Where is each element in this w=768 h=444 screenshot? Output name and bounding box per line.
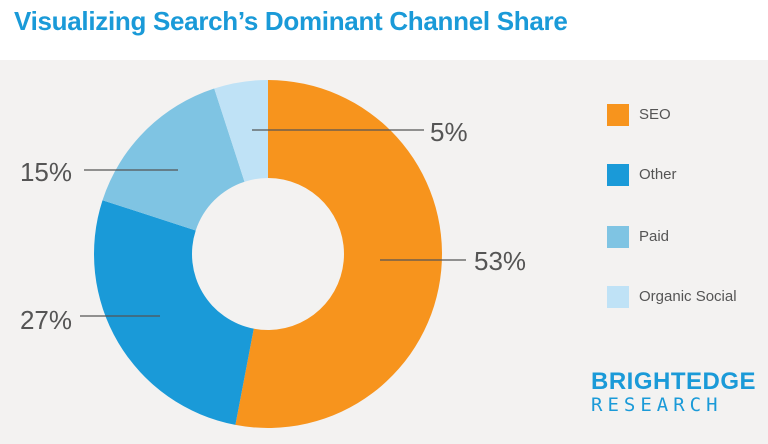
legend-item-organic-social: Organic Social (607, 286, 767, 310)
legend-label-other: Other (639, 166, 677, 183)
legend-swatch-paid (607, 226, 629, 248)
legend-swatch-other (607, 164, 629, 186)
brand-subtitle: RESEARCH (591, 394, 723, 416)
legend-label-paid: Paid (639, 228, 670, 245)
slice-other (93, 200, 254, 425)
slice-organic-social (214, 80, 268, 182)
legend-swatch-organic-social (607, 286, 629, 308)
legend-item-other: Other (607, 164, 767, 188)
legend-label-organic-social: Organic Social (639, 288, 737, 305)
legend-swatch-seo (607, 104, 629, 126)
brand-name: BRIGHTEDGE (591, 368, 757, 395)
data-label-paid: 15% (20, 157, 72, 187)
data-label-organic-social: 5% (430, 117, 468, 147)
header: Visualizing Search’s Dominant Channel Sh… (0, 0, 768, 60)
data-label-other: 27% (20, 305, 72, 335)
legend-item-paid: Paid (607, 226, 767, 250)
slice-paid (102, 88, 245, 231)
slice-seo (235, 80, 442, 428)
chart-title: Visualizing Search’s Dominant Channel Sh… (14, 6, 568, 36)
legend-item-seo: SEO (607, 104, 767, 128)
legend-label-seo: SEO (639, 106, 671, 123)
data-label-seo: 53% (474, 246, 526, 276)
brightedge-logo: BRIGHTEDGE RESEARCH (591, 368, 761, 416)
